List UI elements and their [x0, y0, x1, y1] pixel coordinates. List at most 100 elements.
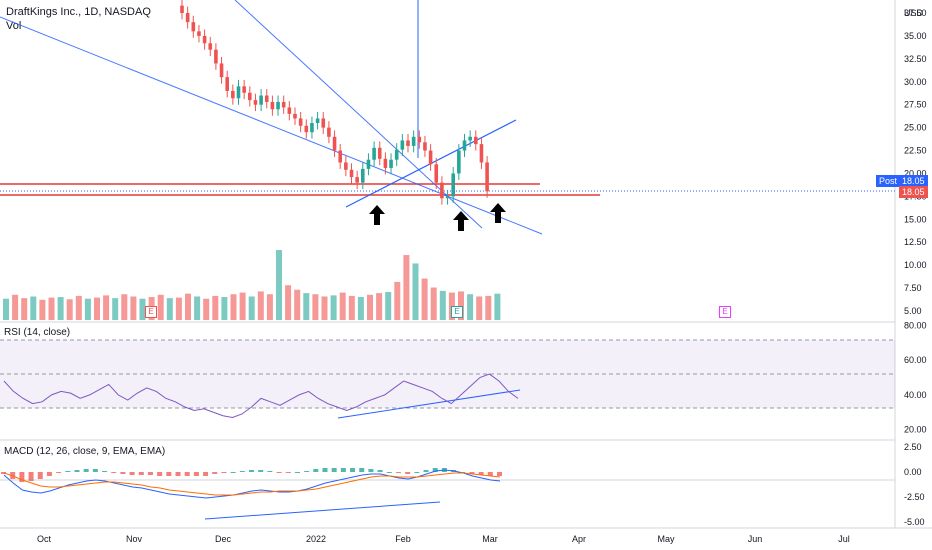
- macd-histogram-bar: [129, 472, 135, 475]
- macd-histogram-bar: [294, 472, 300, 473]
- post-price-badge: 18.05: [899, 175, 928, 187]
- volume-bar: [230, 294, 237, 320]
- volume-bar: [430, 287, 437, 320]
- post-badge-label: Post: [876, 175, 901, 187]
- macd-histogram-bar: [166, 472, 172, 476]
- rsi-label[interactable]: RSI (14, close): [4, 327, 71, 338]
- earnings-marker-icon[interactable]: E: [145, 306, 157, 318]
- rsi-tick: 40.00: [904, 390, 927, 400]
- macd-histogram-bar: [28, 472, 34, 481]
- price-tick: 10.00: [904, 260, 927, 270]
- arrow-up-icon: [453, 211, 469, 231]
- time-tick: May: [657, 534, 675, 544]
- volume-bar: [166, 298, 173, 320]
- macd-histogram-bar: [203, 472, 209, 476]
- volume-bar: [467, 294, 474, 320]
- volume-bar: [285, 285, 292, 320]
- time-tick: Dec: [215, 534, 232, 544]
- time-tick: Oct: [37, 534, 52, 544]
- candle-body: [361, 168, 365, 183]
- symbol-title[interactable]: DraftKings Inc., 1D, NASDAQ: [6, 6, 151, 18]
- macd-histogram-bar: [120, 472, 126, 474]
- volume-bar: [367, 294, 373, 320]
- volume-bar: [48, 297, 55, 320]
- price-axis-ticks[interactable]: 37.50 35.00 32.50 30.00 27.50 25.00 22.50 20.00…: [904, 8, 927, 527]
- macd-histogram-bar: [258, 470, 264, 472]
- earnings-marker-icon[interactable]: E: [451, 306, 463, 318]
- price-tick: 15.00: [904, 214, 927, 224]
- volume-bar: [121, 294, 128, 320]
- arrow-up-icon: [369, 205, 385, 225]
- candle-body: [468, 136, 472, 141]
- candle-body: [293, 113, 297, 119]
- macd-histogram-bar: [350, 468, 356, 472]
- macd-group: [1, 468, 502, 499]
- volume-bar: [257, 291, 264, 320]
- price-tick: 20.00: [904, 168, 927, 178]
- candle-body: [377, 147, 382, 159]
- macd-histogram-bar: [102, 471, 108, 472]
- candle-body: [225, 77, 229, 91]
- macd-histogram-bar: [19, 472, 25, 482]
- volume-bar: [94, 297, 100, 320]
- trendline-long-down[interactable]: [0, 16, 543, 235]
- candle-body: [259, 95, 263, 105]
- candle-body: [428, 150, 433, 165]
- candle-body: [270, 101, 275, 110]
- volume-bar: [12, 294, 19, 320]
- rsi-group: [3, 373, 519, 418]
- candle-body: [411, 136, 416, 146]
- candle-body: [191, 22, 196, 32]
- rsi-tick: 20.00: [904, 425, 927, 435]
- volume-bar: [212, 295, 219, 320]
- volume-bar: [303, 293, 310, 320]
- volume-bar: [112, 298, 119, 320]
- volume-bar: [30, 296, 37, 320]
- earnings-marker-icon[interactable]: E: [719, 306, 731, 318]
- rsi-trendline[interactable]: [337, 389, 521, 419]
- volume-bar: [239, 292, 246, 320]
- macd-histogram-bar: [331, 468, 337, 472]
- candle-body: [214, 49, 218, 64]
- candle-body: [231, 90, 235, 99]
- volume-bar: [348, 295, 355, 320]
- macd-histogram-bar: [212, 472, 218, 474]
- candle-body: [202, 35, 207, 44]
- arrow-up-icon: [490, 203, 506, 223]
- candle-body: [474, 136, 478, 145]
- macd-histogram-bar: [285, 472, 291, 473]
- macd-histogram-bar: [340, 468, 346, 472]
- macd-histogram-bar: [92, 469, 98, 472]
- price-tick: 37.50: [904, 8, 927, 18]
- candle-body: [389, 159, 393, 168]
- candle-body: [349, 169, 354, 178]
- volume-label[interactable]: Vol: [6, 20, 22, 32]
- candle-body: [197, 31, 201, 36]
- macd-trendline[interactable]: [204, 501, 441, 520]
- currency-label: USD: [904, 8, 924, 18]
- macd-histogram-bar: [405, 472, 411, 474]
- macd-histogram-bar: [56, 472, 62, 473]
- candle-body: [208, 43, 213, 50]
- last-price-badge: 18.05: [899, 186, 928, 198]
- macd-histogram-bar: [157, 472, 163, 476]
- volume-bar: [57, 297, 64, 320]
- macd-tick: 2.50: [904, 442, 922, 452]
- macd-label[interactable]: MACD (12, 26, close, 9, EMA, EMA): [4, 446, 166, 457]
- macd-histogram-bar: [487, 472, 493, 476]
- time-axis-ticks[interactable]: Oct Nov Dec 2022 Feb Mar Apr May Jun Jul: [37, 534, 850, 544]
- macd-histogram-bar: [221, 472, 227, 473]
- signal-line: [3, 472, 501, 496]
- candle-body: [327, 127, 331, 137]
- macd-histogram-bar: [147, 472, 153, 475]
- macd-histogram-bar: [1, 472, 6, 474]
- volume-bar: [75, 295, 82, 320]
- macd-histogram-bar: [304, 471, 310, 472]
- candle-body: [248, 92, 252, 101]
- candle-body: [219, 63, 224, 78]
- candle-body: [479, 144, 484, 163]
- candle-body: [315, 118, 320, 124]
- time-tick: Mar: [482, 534, 498, 544]
- candle-body: [355, 177, 359, 183]
